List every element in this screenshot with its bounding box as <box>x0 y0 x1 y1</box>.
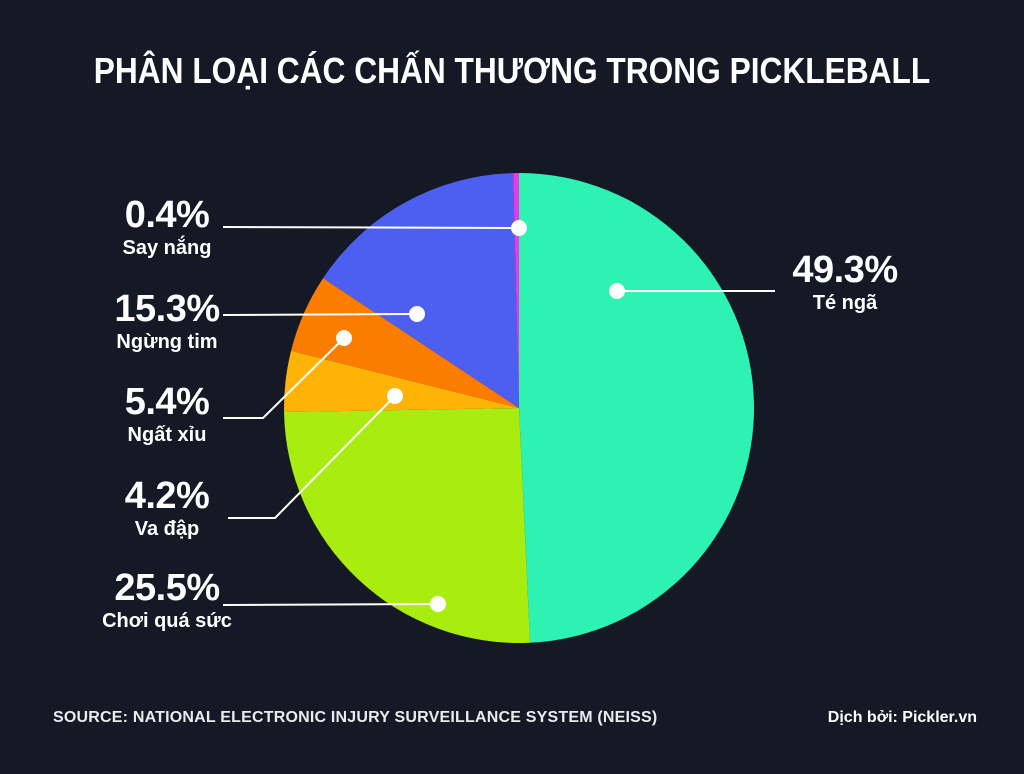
label-ngat-xiu: 5.4% Ngất xỉu <box>57 383 277 446</box>
label-name: Va đập <box>134 518 200 540</box>
chart-title: PHÂN LOẠI CÁC CHẤN THƯƠNG TRONG PICKLEBA… <box>93 50 931 91</box>
label-say-nang: 0.4% Say nắng <box>57 196 277 259</box>
pie-slice-ngung-tim <box>323 173 519 408</box>
label-va-dap: 4.2% Va đập <box>57 477 277 540</box>
leader-dot-choi-qua-suc <box>430 596 446 612</box>
label-ngung-tim: 15.3% Ngừng tim <box>57 290 277 353</box>
leader-line-choi-qua-suc <box>222 603 439 606</box>
label-name: Chơi quá sức <box>102 610 232 632</box>
label-name: Ngất xỉu <box>127 424 207 446</box>
pie-slice-choi-qua-suc <box>284 408 531 644</box>
label-percent: 0.4% <box>124 194 210 236</box>
leader-line-say-nang <box>222 226 520 229</box>
leader-dot-ngat-xiu <box>336 330 352 346</box>
label-name: Say nắng <box>122 237 212 259</box>
label-choi-qua-suc: 25.5% Chơi quá sức <box>57 569 277 632</box>
label-te-nga: 49.3% Té ngã <box>735 251 955 314</box>
source-note: SOURCE: NATIONAL ELECTRONIC INJURY SURVE… <box>53 709 658 726</box>
leader-dot-va-dap <box>387 388 403 404</box>
leader-line-ngung-tim <box>222 313 418 316</box>
credit-note: Dịch bởi: Pickler.vn <box>827 709 977 726</box>
label-name: Té ngã <box>812 292 878 314</box>
leader-dot-te-nga <box>609 283 625 299</box>
pie-slice-va-dap <box>284 350 519 413</box>
label-percent: 49.3% <box>792 249 898 291</box>
pie-slice-ngat-xiu <box>291 278 519 408</box>
pie-slice-te-nga <box>519 173 755 643</box>
leader-dot-say-nang <box>511 220 527 236</box>
leader-line-va-dap <box>228 395 396 519</box>
label-percent: 25.5% <box>114 567 220 609</box>
leader-dot-ngung-tim <box>409 306 425 322</box>
label-percent: 4.2% <box>124 475 210 517</box>
label-percent: 15.3% <box>114 288 220 330</box>
label-percent: 5.4% <box>124 381 210 423</box>
label-name: Ngừng tim <box>116 331 218 353</box>
leader-line-ngat-xiu <box>223 337 345 419</box>
